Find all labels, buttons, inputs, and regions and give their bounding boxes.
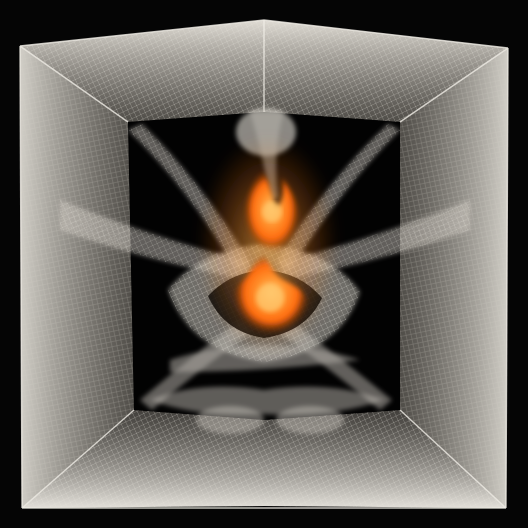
bottom-wisps [150,386,384,434]
cube-frame [19,19,509,509]
fire-core [198,135,338,355]
